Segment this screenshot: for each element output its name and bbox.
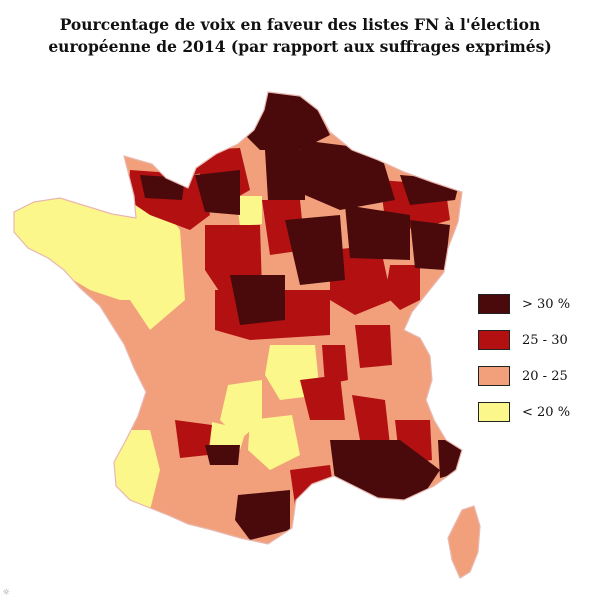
region-high-lot-et-garonne <box>175 420 212 458</box>
region-very-high-oise <box>195 170 240 215</box>
region-high-ain <box>355 325 392 368</box>
legend-swatch-low <box>478 402 510 422</box>
corner-glyph: ☼ <box>2 588 11 598</box>
region-high-somme <box>184 135 230 175</box>
title-line-1: Pourcentage de voix en faveur des listes… <box>59 15 541 34</box>
region-very-high-marne <box>265 150 305 200</box>
region-very-high-vosges <box>410 220 450 270</box>
region-very-high-nord <box>240 92 330 150</box>
map-regions <box>14 92 462 544</box>
legend-label: 25 - 30 <box>522 332 568 348</box>
region-high-cote-dor <box>330 245 392 315</box>
legend-item: < 20 % <box>478 394 588 430</box>
title-line-2: européenne de 2014 (par rapport aux suff… <box>48 37 552 56</box>
region-very-high-calvados <box>140 175 185 200</box>
legend-item: 25 - 30 <box>478 322 588 358</box>
region-very-high-provence <box>330 440 440 500</box>
legend-label: 20 - 25 <box>522 368 568 384</box>
region-very-high-aube <box>285 215 345 285</box>
legend-swatch-medium <box>478 366 510 386</box>
legend-swatch-high <box>478 330 510 350</box>
region-low-cantal <box>248 415 300 470</box>
region-very-high-loiret <box>230 275 285 325</box>
legend-swatch-very-high <box>478 294 510 314</box>
region-low-landes <box>100 430 160 510</box>
region-low-brittany <box>14 190 185 330</box>
legend-item: > 30 % <box>478 286 588 322</box>
region-high-doubs <box>385 265 420 310</box>
region-very-high-pyrenees-orientales <box>235 490 290 540</box>
legend-label: < 20 % <box>522 404 571 420</box>
region-medium-corsica <box>447 505 481 579</box>
region-high-haute-loire <box>300 375 345 420</box>
legend: > 30 % 25 - 30 20 - 25 < 20 % <box>478 286 588 430</box>
map-title: Pourcentage de voix en faveur des listes… <box>0 14 600 58</box>
region-high-drome <box>352 395 390 445</box>
region-very-high-tarn-et-garonne <box>205 445 240 465</box>
region-low-paris <box>236 196 262 226</box>
legend-label: > 30 % <box>522 296 571 312</box>
legend-item: 20 - 25 <box>478 358 588 394</box>
region-very-high-alpes-maritimes <box>438 440 462 478</box>
region-high-loire <box>322 345 348 385</box>
region-very-high-haute-marne <box>345 205 410 260</box>
region-low-correze <box>210 422 246 450</box>
